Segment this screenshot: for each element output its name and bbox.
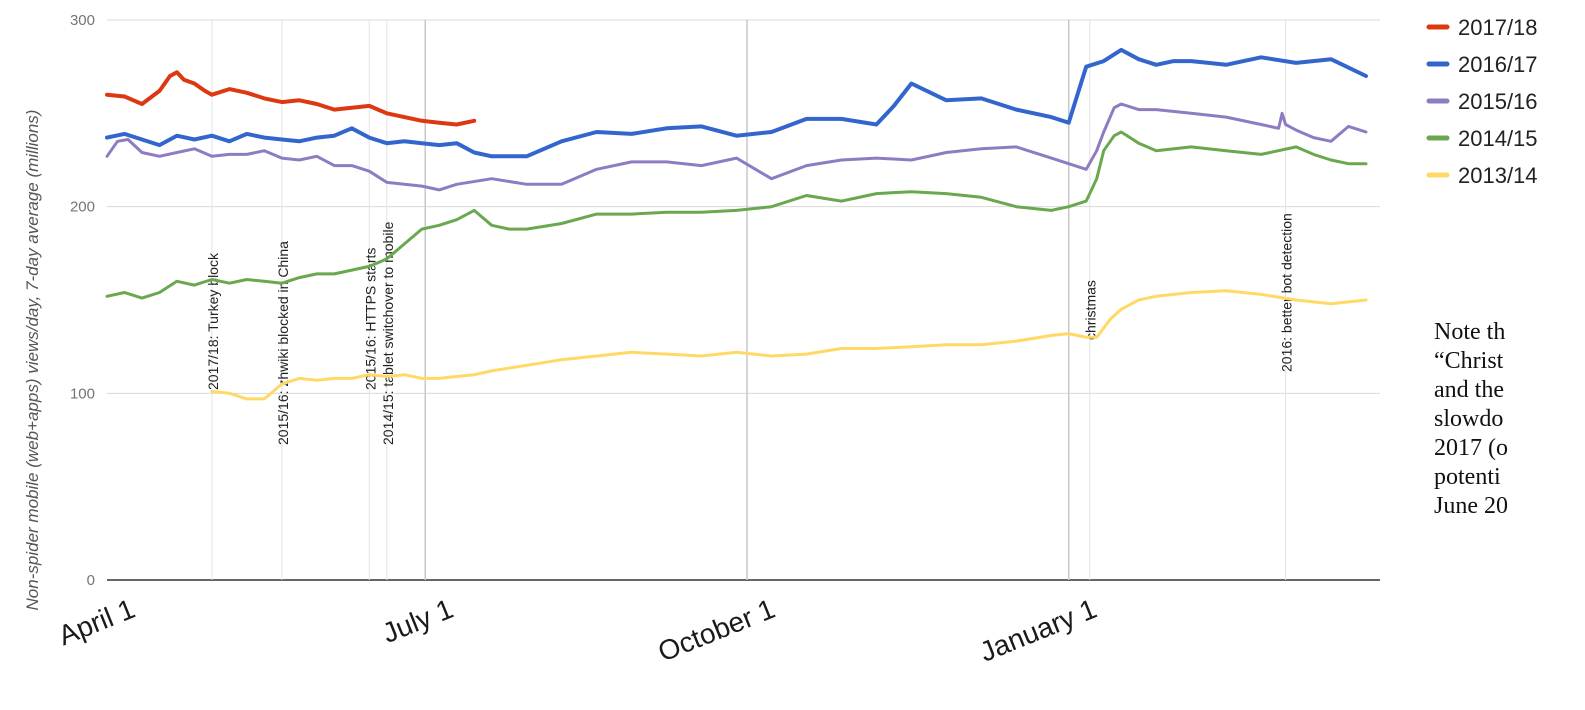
- note-line: Note th: [1434, 319, 1506, 345]
- annotation-label: christmas: [1083, 280, 1099, 340]
- note-line: slowdo: [1434, 406, 1504, 432]
- y-tick-label: 100: [70, 385, 95, 402]
- legend-label: 2016/17: [1458, 52, 1538, 77]
- series-line-2015-16: [105, 102, 1368, 192]
- y-tick-label: 200: [70, 199, 95, 216]
- y-tick-label: 0: [87, 572, 95, 589]
- annotation-label: 2016: better bot detection: [1279, 213, 1295, 372]
- note-line: 2017 (o: [1434, 435, 1508, 461]
- x-tick-label: October 1: [654, 593, 780, 668]
- series-line-2017-18: [105, 70, 477, 127]
- x-tick-label: July 1: [378, 593, 457, 649]
- series-line-2014-15: [105, 130, 1368, 300]
- note-line: and the: [1434, 377, 1504, 403]
- legend: 2017/18 2016/17 2015/16 2014/15 2013/14: [1426, 15, 1538, 188]
- gridlines: [107, 19, 1380, 581]
- annotation-label: 2017/18: Turkey block: [205, 252, 221, 390]
- x-axis-ticks: April 1 July 1 October 1 January 1: [54, 593, 1101, 668]
- series-line-2013-14: [210, 289, 1368, 401]
- annotation-label: 2015/16: zhwiki blocked in China: [275, 241, 291, 445]
- series-line-2016-17: [105, 47, 1368, 159]
- legend-label: 2013/14: [1458, 163, 1538, 188]
- y-axis-label: Non-spider mobile (web+apps) views/day, …: [23, 110, 42, 611]
- y-axis-ticks: 0 100 200 300: [70, 12, 95, 589]
- series-lines: [105, 47, 1368, 401]
- side-note: Note th “Christ and the slowdo 2017 (o potent…: [1434, 318, 1585, 521]
- x-tick-label: April 1: [54, 593, 139, 651]
- x-gridlines: [424, 20, 1070, 580]
- note-line: June 20: [1434, 493, 1508, 519]
- y-tick-label: 300: [70, 12, 95, 29]
- x-tick-label: January 1: [975, 593, 1101, 668]
- legend-label: 2015/16: [1458, 89, 1538, 114]
- note-line: “Christ: [1434, 348, 1504, 374]
- annotation-label: 2014/15: tablet switchover to mobile: [380, 221, 396, 445]
- legend-label: 2017/18: [1458, 15, 1538, 40]
- annotations: 2017/18: Turkey block 2015/16: zhwiki blo…: [205, 20, 1295, 580]
- note-line: potenti: [1434, 464, 1501, 490]
- annotation-label: 2015/16: HTTPS starts: [362, 248, 378, 390]
- legend-label: 2014/15: [1458, 126, 1538, 151]
